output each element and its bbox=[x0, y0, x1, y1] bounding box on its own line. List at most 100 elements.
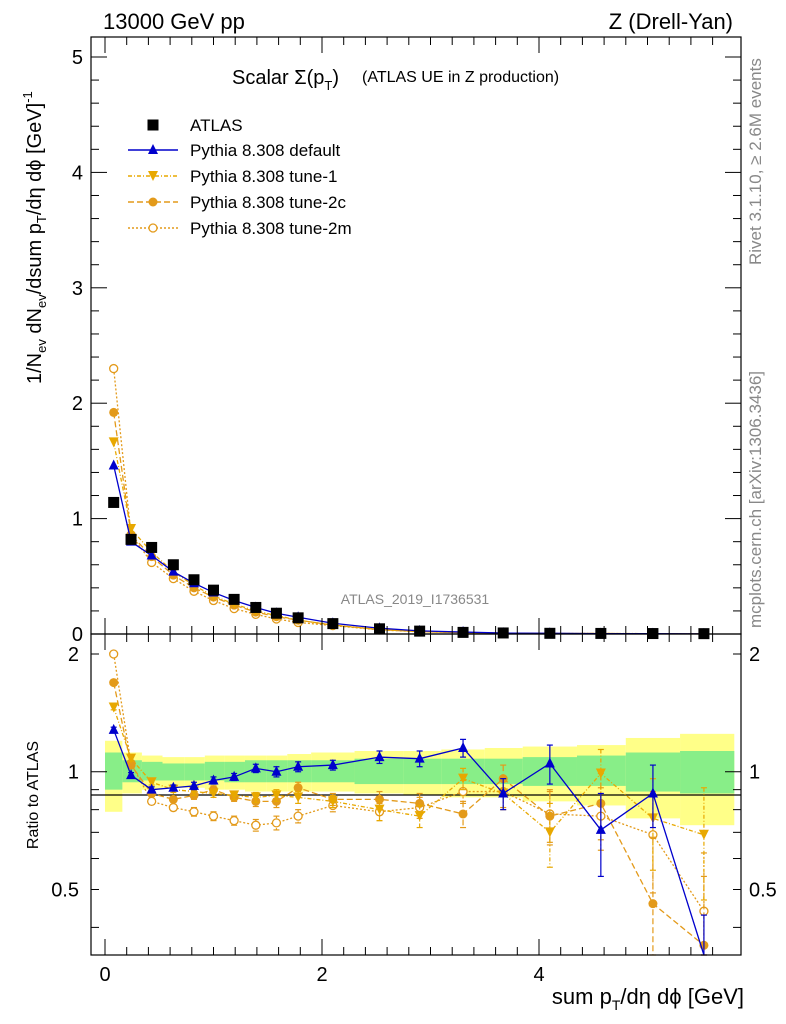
header-energy: 13000 GeV pp bbox=[103, 9, 245, 34]
main-point-1-2 bbox=[146, 549, 157, 560]
ratio-data-layer bbox=[108, 649, 709, 956]
main-point-0-15 bbox=[544, 627, 556, 639]
ratio-y-axis-label: Ratio to ATLAS bbox=[25, 741, 42, 849]
main-point-0-2 bbox=[146, 541, 158, 553]
ratio-point-1-8 bbox=[271, 790, 282, 801]
main-point-0-13 bbox=[457, 626, 469, 638]
mcplots-label: mcplots.cern.ch [arXiv:1306.3436] bbox=[746, 371, 765, 628]
ratio-ytick-label-right: 1 bbox=[749, 762, 760, 784]
analysis-label: ATLAS_2019_I1736531 bbox=[341, 591, 490, 607]
main-point-0-11 bbox=[374, 623, 386, 635]
main-point-0-8 bbox=[270, 607, 282, 619]
ratio-xtick-label: 4 bbox=[533, 964, 544, 986]
chart-title: Scalar Σ(pT) (ATLAS UE in Z production) bbox=[232, 67, 559, 93]
ratio-point-2-3 bbox=[168, 794, 178, 804]
ratio-frame bbox=[90, 633, 742, 956]
ratio-point-1-13 bbox=[458, 773, 469, 784]
legend-label-3: Pythia 8.308 tune-2c bbox=[190, 193, 346, 212]
main-ticks bbox=[91, 37, 741, 635]
legend-label-4: Pythia 8.308 tune-2m bbox=[190, 219, 352, 238]
ratio-point-0-7 bbox=[250, 762, 261, 773]
main-point-0-3 bbox=[167, 559, 179, 571]
ratio-point-0-1 bbox=[126, 769, 137, 780]
main-y-axis-label: 1/Nev dNev/dsum pT/dη dϕ [GeV]-1 bbox=[20, 91, 49, 384]
main-point-1-0 bbox=[108, 459, 119, 470]
ratio-point-0-12 bbox=[414, 752, 425, 763]
ratio-point-1-12 bbox=[414, 811, 425, 822]
legend-marker-3 bbox=[148, 197, 158, 207]
ratio-point-3-8 bbox=[271, 818, 282, 828]
ratio-ytick-label: 1 bbox=[68, 762, 79, 784]
rivet-label: Rivet 3.1.10, ≥ 2.6M events bbox=[746, 58, 765, 265]
main-frame bbox=[90, 36, 742, 635]
ratio-point-3-9 bbox=[293, 811, 303, 821]
main-point-0-0 bbox=[108, 496, 120, 508]
ratio-ytick-label-right: 0.5 bbox=[749, 879, 777, 901]
ratio-point-0-3 bbox=[168, 781, 179, 792]
main-ytick-label: 0 bbox=[72, 624, 83, 646]
legend-label-1: Pythia 8.308 default bbox=[190, 141, 341, 160]
ratio-band-green-2 bbox=[141, 761, 163, 781]
main-point-4-0 bbox=[109, 363, 119, 374]
ratio-band-green-4 bbox=[184, 763, 205, 781]
ratio-point-0-14 bbox=[498, 787, 509, 798]
legend-label-0: ATLAS bbox=[190, 116, 243, 135]
ratio-point-2-13 bbox=[458, 809, 468, 819]
title-main: Scalar Σ(pT) bbox=[232, 67, 339, 93]
ratio-point-1-16 bbox=[595, 768, 606, 779]
ratio-point-3-4 bbox=[189, 807, 199, 817]
ratio-ytick-label-right: 2 bbox=[749, 644, 760, 666]
ratio-point-1-10 bbox=[327, 796, 338, 807]
ratio-point-3-5 bbox=[208, 811, 219, 821]
ratio-point-1-1 bbox=[126, 753, 137, 764]
ratio-xtick-label: 0 bbox=[99, 964, 110, 986]
main-ytick-label: 5 bbox=[72, 47, 83, 69]
ratio-band-green-0 bbox=[105, 752, 123, 790]
main-point-0-6 bbox=[228, 593, 240, 605]
ratio-ytick-label: 0.5 bbox=[51, 879, 79, 901]
ratio-point-1-5 bbox=[208, 788, 219, 799]
ratio-point-0-6 bbox=[229, 770, 240, 781]
main-point-0-5 bbox=[208, 584, 219, 596]
ratio-point-2-9 bbox=[293, 783, 303, 793]
ratio-point-0-5 bbox=[208, 774, 219, 785]
ratio-band-green-5 bbox=[204, 761, 225, 781]
ratio-point-2-0 bbox=[109, 678, 119, 688]
ratio-point-0-15 bbox=[544, 757, 555, 768]
ratio-point-2-1 bbox=[126, 760, 136, 770]
main-ytick-label: 3 bbox=[72, 278, 83, 300]
ratio-point-2-17 bbox=[648, 899, 658, 909]
main-point-0-1 bbox=[125, 533, 137, 545]
main-ytick-label: 1 bbox=[72, 509, 83, 531]
ratio-point-1-15 bbox=[544, 827, 555, 838]
main-point-2-0 bbox=[108, 437, 119, 448]
legend-marker-4 bbox=[148, 223, 158, 233]
legend-marker-1 bbox=[148, 144, 158, 154]
x-axis-label: sum pT/dη dϕ [GeV] bbox=[552, 984, 744, 1013]
main-point-2-1 bbox=[126, 523, 137, 534]
ratio-point-3-0 bbox=[109, 649, 119, 659]
main-data-layer bbox=[108, 363, 710, 640]
ratio-point-0-0 bbox=[108, 723, 119, 734]
ratio-point-1-2 bbox=[146, 777, 157, 788]
ratio-point-1-11 bbox=[374, 804, 385, 815]
ratio-band-green-3 bbox=[162, 763, 185, 781]
ratio-point-0-9 bbox=[293, 760, 304, 771]
main-point-0-7 bbox=[250, 601, 262, 613]
ratio-point-1-6 bbox=[229, 790, 240, 801]
ratio-point-3-7 bbox=[251, 820, 261, 830]
main-ytick-label: 2 bbox=[72, 393, 83, 415]
main-point-1-3 bbox=[168, 565, 179, 576]
ratio-point-0-16 bbox=[595, 823, 606, 834]
legend-label-2: Pythia 8.308 tune-1 bbox=[190, 167, 337, 186]
main-point-0-4 bbox=[188, 574, 200, 586]
main-tick-labels: 0 1 2 3 4 5 bbox=[72, 47, 83, 646]
ratio-point-0-8 bbox=[271, 765, 282, 776]
ratio-point-0-13 bbox=[458, 742, 469, 753]
ratio-point-0-2 bbox=[146, 783, 157, 794]
legend-marker-2 bbox=[148, 171, 158, 181]
main-point-0-12 bbox=[414, 625, 426, 637]
main-ytick-label: 4 bbox=[72, 162, 83, 184]
main-point-0-9 bbox=[292, 612, 304, 624]
